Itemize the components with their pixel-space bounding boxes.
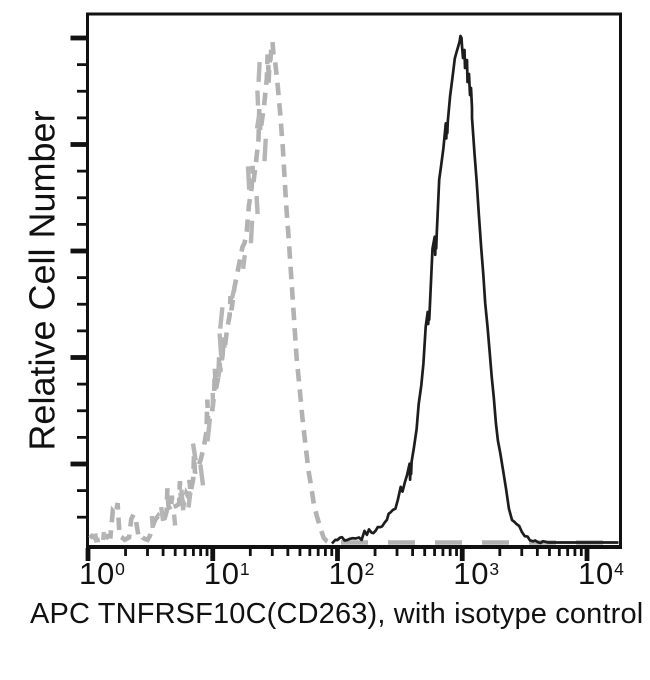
svg-text:Relative Cell Number: Relative Cell Number (22, 110, 63, 450)
svg-text:100: 100 (79, 556, 126, 591)
svg-text:APC TNFRSF10C(CD263), with iso: APC TNFRSF10C(CD263), with isotype contr… (30, 598, 643, 630)
svg-text:102: 102 (329, 556, 376, 591)
